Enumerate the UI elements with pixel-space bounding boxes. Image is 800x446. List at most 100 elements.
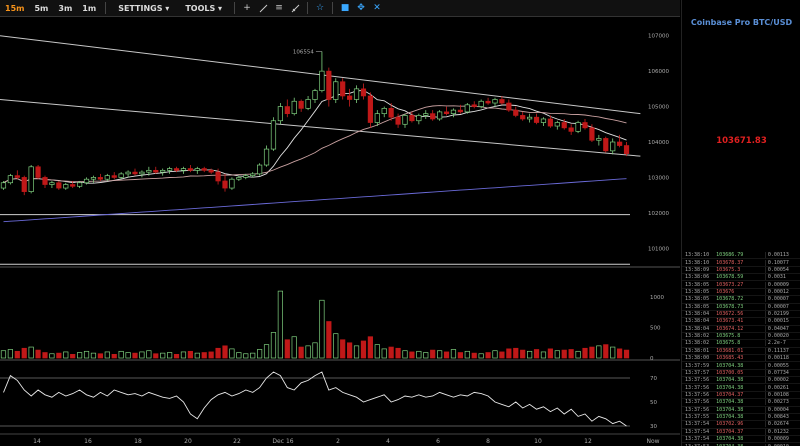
candle-body <box>374 113 380 123</box>
trade-time: 13:38:09 <box>685 266 710 273</box>
volume-bar <box>381 348 387 359</box>
trade-size: 0.00113 <box>764 252 800 259</box>
volume-bar <box>610 346 616 359</box>
trade-price: 103704.37 <box>716 428 744 435</box>
trade-price: 103673.41 <box>716 318 744 325</box>
volume-bar <box>582 347 588 359</box>
trade-price: 103702.96 <box>716 421 744 428</box>
trade-price: 103704.38 <box>716 436 744 443</box>
volume-bar <box>402 350 408 359</box>
trade-time: 13:38:06 <box>685 274 710 281</box>
volume-bar <box>340 339 346 359</box>
timeframe-3m[interactable]: 3m <box>58 3 73 13</box>
trade-size: 0.00020 <box>764 333 800 340</box>
trade-time: 13:38:05 <box>685 288 710 295</box>
volume-bar <box>118 350 124 359</box>
candle-body <box>582 122 588 129</box>
candle-body <box>222 180 228 189</box>
ruler-icon[interactable] <box>287 1 303 15</box>
horizontal-lines-icon[interactable]: ≡ <box>275 3 283 13</box>
candle-body <box>125 171 131 175</box>
trade-size: 0.10077 <box>764 259 800 266</box>
crosshair-icon[interactable]: + <box>243 3 251 13</box>
time-axis-tick: 10 <box>534 438 542 445</box>
trade-time: 13:37:59 <box>685 362 710 369</box>
trade-time: 13:37:56 <box>685 377 710 384</box>
candle-body <box>104 175 110 180</box>
move-icon[interactable]: ✥ <box>357 3 365 13</box>
trade-time: 13:37:55 <box>685 414 710 421</box>
volume-bar <box>423 352 429 359</box>
camera-icon[interactable]: ■ <box>340 3 350 13</box>
trade-row: 13:37:54 103702.96 0.02674 <box>682 421 800 429</box>
volume-bar <box>492 350 498 359</box>
trade-time: 13:38:10 <box>685 259 710 266</box>
tools-menu[interactable]: TOOLS ▾ <box>185 3 223 13</box>
trade-size: 0.07734 <box>764 369 800 376</box>
trade-row: 13:38:02 103675.8 0.00020 <box>682 333 800 341</box>
time-axis-tick: 22 <box>233 438 241 445</box>
candle-body <box>229 178 235 189</box>
time-axis-tick: 18 <box>134 438 142 445</box>
volume-bar <box>139 351 145 359</box>
time-axis-tick: 16 <box>84 438 92 445</box>
price-chart[interactable]: 1065541070001060001050001040001030001020… <box>0 16 680 446</box>
rsi-line <box>3 371 627 427</box>
volume-bar <box>180 351 187 359</box>
volume-bar <box>333 333 339 359</box>
volume-bar <box>499 351 505 359</box>
candle-body <box>367 95 373 123</box>
volume-bar <box>596 345 602 359</box>
candle-body <box>437 111 443 120</box>
close-icon[interactable]: ✕ <box>373 3 381 13</box>
trade-price: 103704.38 <box>716 384 744 391</box>
volume-bar <box>547 348 553 359</box>
trendline-icon[interactable] <box>255 1 271 15</box>
timeframe-1m[interactable]: 1m <box>82 3 97 13</box>
timeframe-15m[interactable]: 15m <box>5 3 25 13</box>
trade-time: 13:37:57 <box>685 369 710 376</box>
trade-row: 13:37:56 103704.38 0.00273 <box>682 399 800 407</box>
trade-size: 0.01232 <box>764 428 800 435</box>
trade-time: 13:38:05 <box>685 303 710 310</box>
timeframe-5m[interactable]: 5m <box>34 3 49 13</box>
last-price: 103671.83 <box>716 136 767 146</box>
candle-body <box>7 175 13 184</box>
volume-bar <box>56 352 62 359</box>
candle-body <box>291 100 297 115</box>
volume-bar <box>319 299 325 359</box>
volume-bar <box>104 351 110 359</box>
trade-row: 13:37:59 103704.38 0.00055 <box>682 362 800 370</box>
trade-price: 103704.38 <box>716 406 744 413</box>
volume-bar <box>540 351 547 359</box>
candle-body <box>381 107 387 115</box>
star-icon[interactable]: ☆ <box>316 3 325 13</box>
candle-body <box>180 168 187 171</box>
volume-bar <box>395 347 401 359</box>
trade-time: 13:37:56 <box>685 399 710 406</box>
volume-bar <box>533 349 540 359</box>
candle-body <box>326 70 332 100</box>
trade-row: 13:38:05 103673.27 0.00009 <box>682 281 800 289</box>
trade-row: 13:37:56 103704.38 0.00002 <box>682 377 800 385</box>
candle-body <box>111 175 117 178</box>
price-axis-tick: 107000 <box>648 34 669 40</box>
settings-label: SETTINGS <box>118 3 163 13</box>
settings-menu[interactable]: SETTINGS ▾ <box>118 3 170 13</box>
candle-body <box>263 148 270 166</box>
candle-body <box>603 138 609 152</box>
toolbar-divider <box>307 2 309 14</box>
trade-row: 13:37:56 103704.38 0.00261 <box>682 384 800 392</box>
candle-body <box>561 122 567 129</box>
volume-bar <box>485 352 491 359</box>
rsi-axis-tick: 50 <box>650 400 657 406</box>
candle-body <box>340 81 346 97</box>
volume-bar <box>298 346 304 359</box>
volume-axis-tick: 0 <box>650 356 654 362</box>
trade-history-list[interactable]: 13:38:10 103686.79 0.00113 13:38:10 103678.3… <box>682 252 800 446</box>
candle-body <box>250 173 256 177</box>
volume-bar <box>263 344 270 359</box>
ticker-sidebar: Coinbase Pro BTC/USD 103671.83 13:38:10 1… <box>681 0 800 446</box>
trade-size: 0.00007 <box>764 303 800 310</box>
trendline-glyph <box>259 4 267 12</box>
